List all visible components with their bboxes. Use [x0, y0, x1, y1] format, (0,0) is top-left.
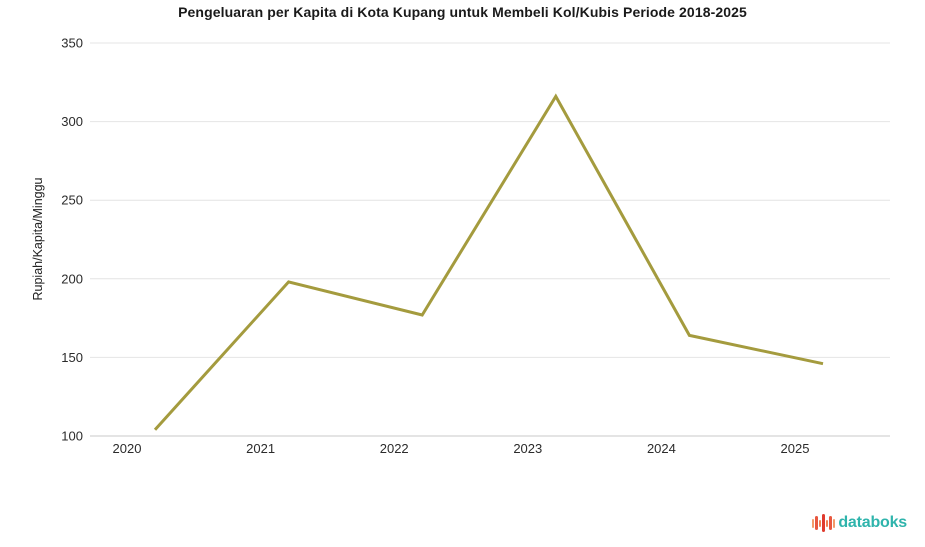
- x-tick-label: 2024: [647, 441, 676, 456]
- y-tick-label: 200: [61, 271, 83, 286]
- x-tick-label: 2023: [513, 441, 542, 456]
- x-tick-label: 2020: [113, 441, 142, 456]
- logo-bar: [822, 514, 825, 532]
- databoks-logo-text: databoks: [838, 514, 907, 531]
- y-tick-label: 100: [61, 429, 83, 444]
- x-tick-label: 2022: [380, 441, 409, 456]
- logo-bar: [832, 518, 836, 528]
- data-line: [153, 93, 824, 431]
- databoks-logo: databoks: [811, 513, 907, 533]
- y-tick-label: 350: [61, 36, 83, 51]
- x-tick-label: 2021: [246, 441, 275, 456]
- y-tick-label: 300: [61, 114, 83, 129]
- logo-bar: [829, 516, 832, 530]
- logo-bar: [815, 516, 818, 530]
- x-tick-label: 2025: [781, 441, 810, 456]
- databoks-bars-icon: [811, 513, 836, 533]
- y-tick-label: 250: [61, 193, 83, 208]
- chart-title: Pengeluaran per Kapita di Kota Kupang un…: [178, 4, 747, 20]
- logo-bar: [825, 519, 829, 527]
- logo-bar: [818, 519, 822, 527]
- logo-bar: [811, 518, 815, 528]
- y-tick-label: 150: [61, 350, 83, 365]
